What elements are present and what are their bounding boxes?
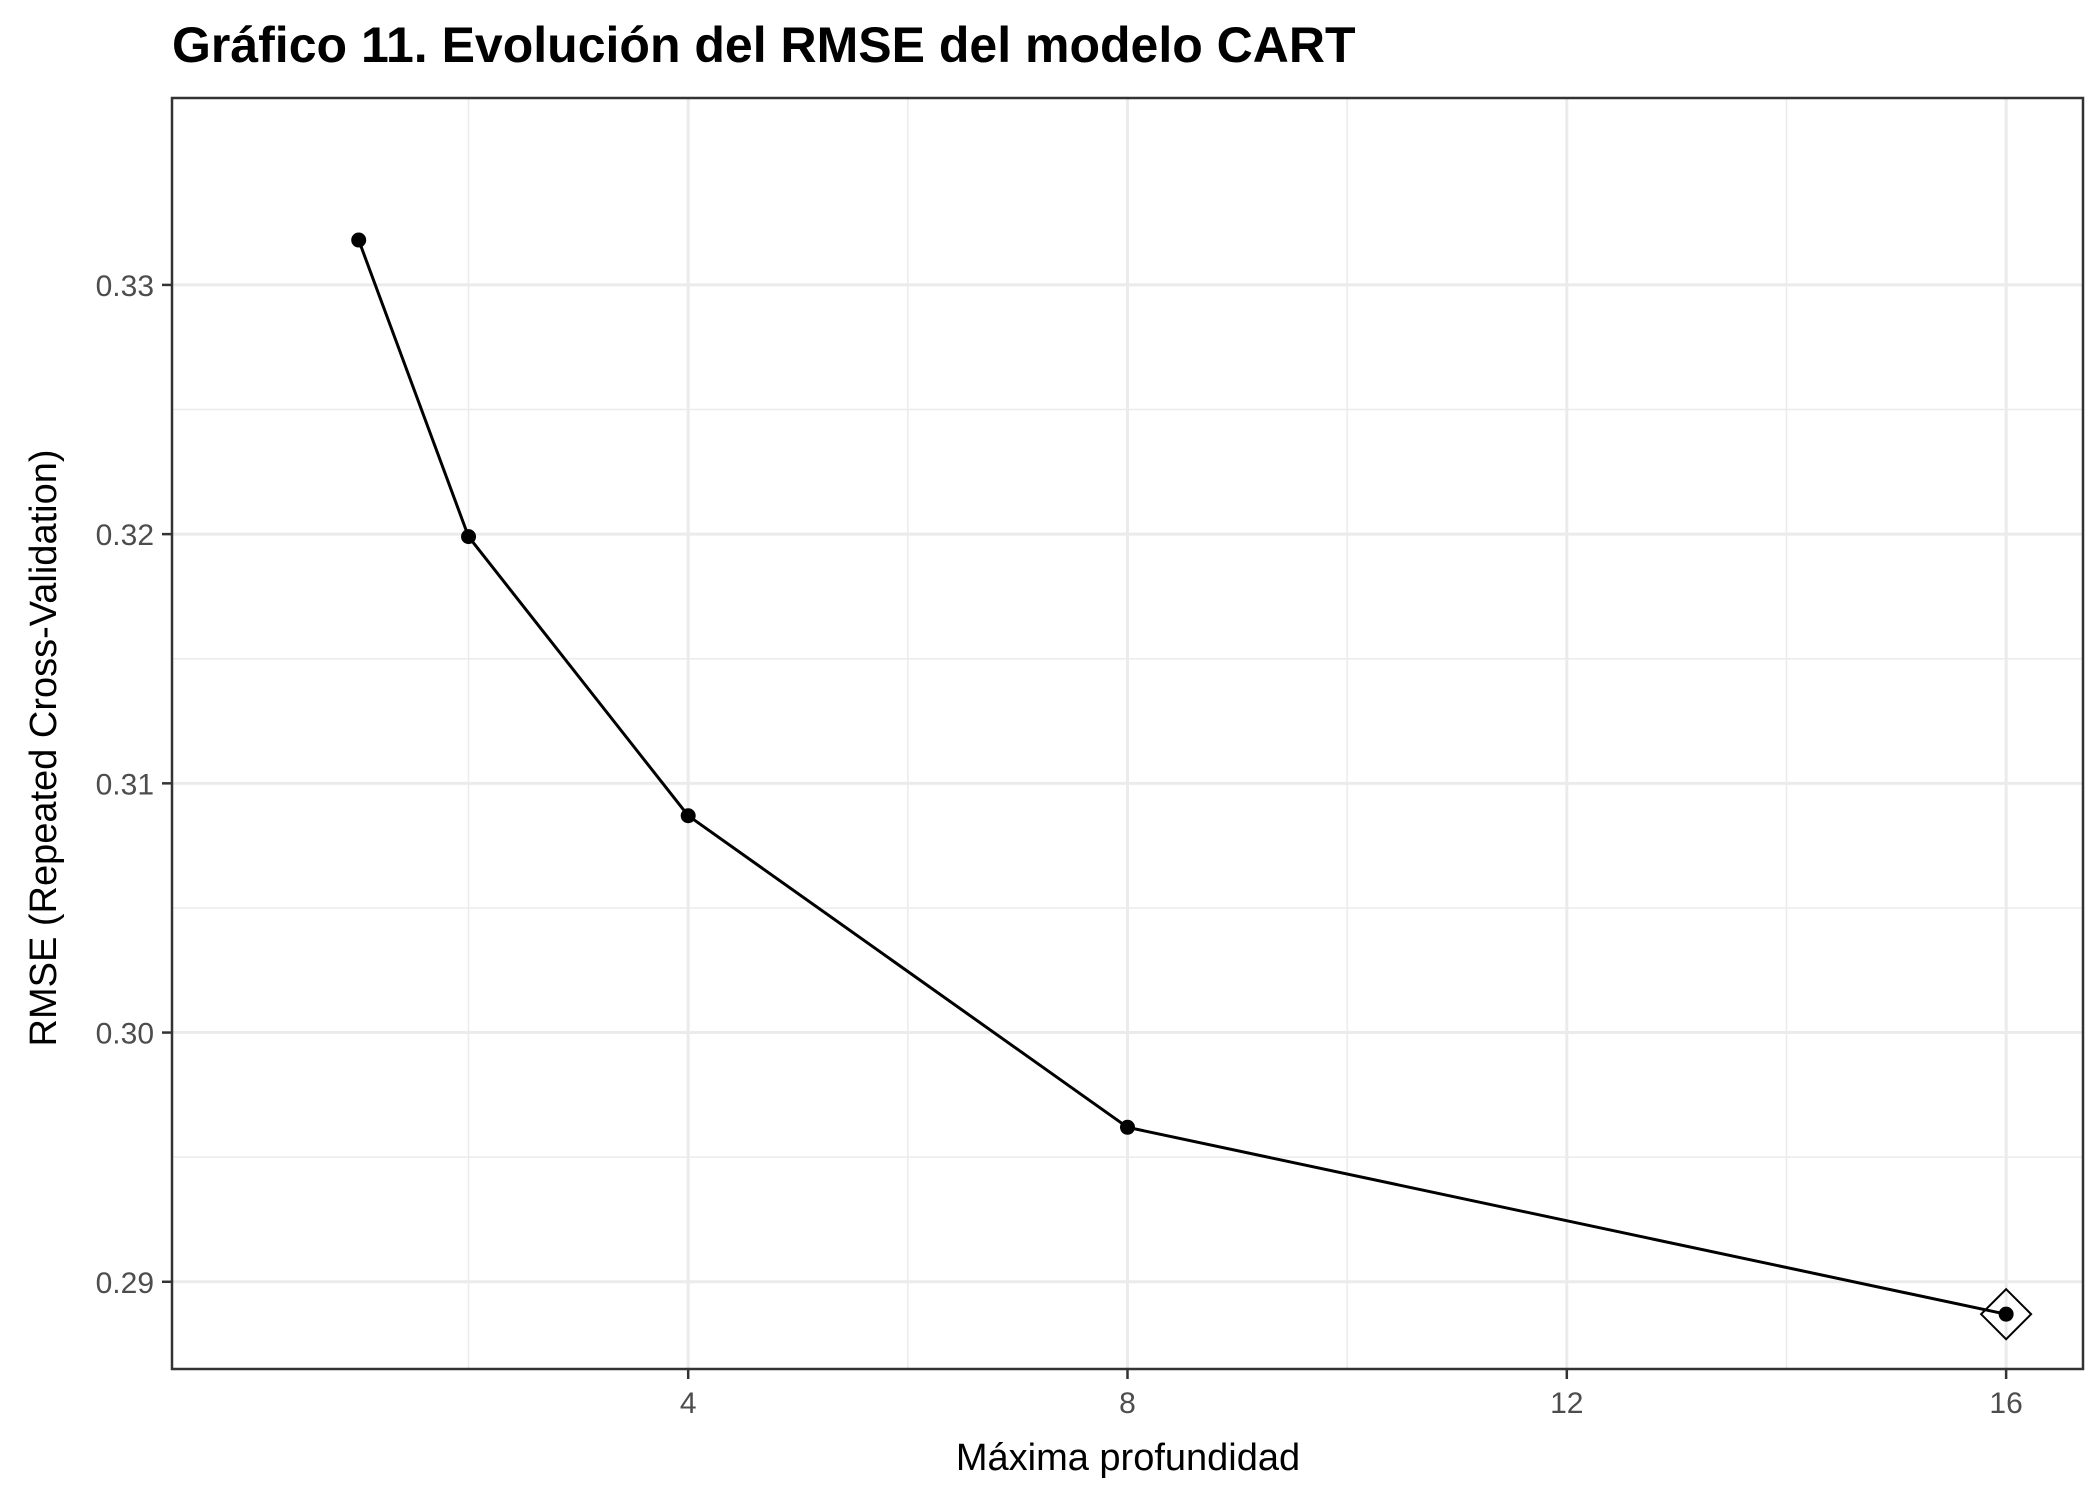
x-axis-title: Máxima profundidad bbox=[956, 1437, 1300, 1479]
y-axis-title: RMSE (Repeated Cross-Validation) bbox=[23, 450, 65, 1047]
x-tick-label: 12 bbox=[1550, 1387, 1583, 1420]
grid bbox=[172, 98, 2083, 1369]
data-point-depth-16 bbox=[1998, 1306, 2014, 1322]
x-tick-label: 16 bbox=[1989, 1387, 2022, 1420]
x-tick-label: 4 bbox=[680, 1387, 697, 1420]
data-point-depth-2 bbox=[461, 529, 477, 545]
best-point-diamond-marker bbox=[1979, 1287, 2033, 1341]
chart-title: Gráfico 11. Evolución del RMSE del model… bbox=[172, 17, 1356, 73]
data-point-depth-8 bbox=[1120, 1119, 1135, 1135]
y-tick-label: 0.32 bbox=[96, 519, 154, 552]
x-tick-label: 8 bbox=[1119, 1387, 1136, 1420]
axes: 0.29 0.30 0.31 0.32 0.33 4 8 12 16 bbox=[96, 96, 2085, 1420]
y-tick-label: 0.29 bbox=[96, 1267, 154, 1300]
series-layer bbox=[351, 232, 2033, 1341]
y-tick-label: 0.30 bbox=[96, 1018, 154, 1051]
data-point-depth-4 bbox=[680, 808, 696, 824]
y-tick-label: 0.33 bbox=[96, 270, 154, 303]
y-tick-label: 0.31 bbox=[96, 768, 154, 801]
data-point-depth-1 bbox=[351, 232, 367, 248]
